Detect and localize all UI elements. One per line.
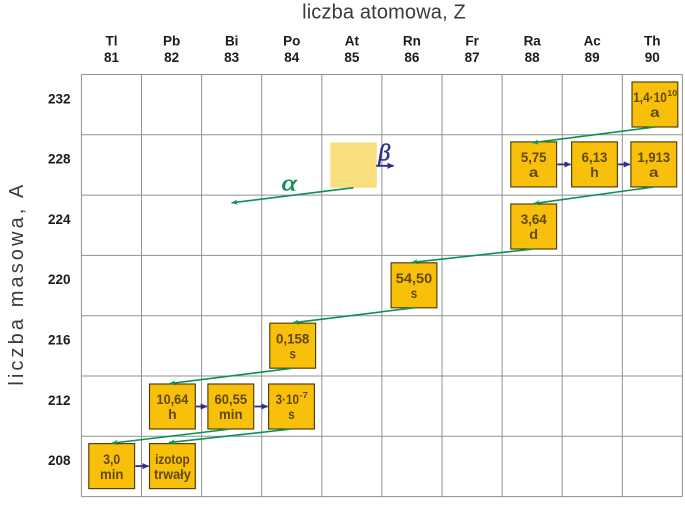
svg-text:89: 89 bbox=[585, 50, 600, 65]
svg-text:s: s bbox=[411, 285, 418, 301]
svg-text:3·10: 3·10 bbox=[276, 391, 300, 407]
svg-text:224: 224 bbox=[48, 212, 71, 227]
svg-text:min: min bbox=[219, 406, 243, 422]
svg-text:3,64: 3,64 bbox=[521, 211, 547, 227]
svg-text:Ra: Ra bbox=[524, 34, 542, 49]
svg-text:a: a bbox=[649, 164, 659, 180]
svg-text:d: d bbox=[529, 226, 538, 242]
svg-text:216: 216 bbox=[48, 333, 71, 348]
svg-text:h: h bbox=[168, 406, 177, 422]
svg-text:54,50: 54,50 bbox=[396, 270, 433, 286]
svg-text:86: 86 bbox=[404, 50, 420, 65]
svg-text:min: min bbox=[100, 466, 124, 482]
svg-text:88: 88 bbox=[525, 50, 541, 65]
svg-text:s: s bbox=[289, 345, 296, 361]
svg-text:s: s bbox=[288, 406, 295, 422]
svg-text:1,4·10: 1,4·10 bbox=[633, 89, 667, 105]
svg-text:3,0: 3,0 bbox=[103, 451, 120, 467]
svg-text:83: 83 bbox=[224, 50, 240, 65]
svg-text:liczba atomowa, Z: liczba atomowa, Z bbox=[302, 1, 466, 23]
svg-text:220: 220 bbox=[48, 272, 71, 287]
svg-text:90: 90 bbox=[645, 50, 660, 65]
svg-text:84: 84 bbox=[284, 50, 300, 65]
svg-text:izotop: izotop bbox=[155, 451, 190, 467]
svg-text:Pb: Pb bbox=[163, 34, 180, 49]
svg-text:10: 10 bbox=[667, 89, 677, 98]
svg-text:a: a bbox=[529, 164, 539, 180]
svg-text:a: a bbox=[650, 104, 660, 120]
svg-text:60,55: 60,55 bbox=[215, 391, 248, 407]
svg-text:1,913: 1,913 bbox=[638, 149, 671, 165]
svg-text:liczba masowa, A: liczba masowa, A bbox=[6, 182, 28, 386]
svg-text:At: At bbox=[345, 34, 360, 49]
svg-text:Th: Th bbox=[644, 34, 661, 49]
svg-text:5,75: 5,75 bbox=[521, 149, 547, 165]
svg-text:208: 208 bbox=[48, 453, 71, 468]
svg-text:Fr: Fr bbox=[465, 34, 479, 49]
svg-text:0,158: 0,158 bbox=[276, 330, 309, 346]
svg-text:10,64: 10,64 bbox=[157, 391, 189, 407]
svg-text:212: 212 bbox=[48, 393, 71, 408]
svg-text:232: 232 bbox=[48, 91, 71, 106]
svg-text:228: 228 bbox=[48, 152, 71, 167]
svg-text:Rn: Rn bbox=[403, 34, 421, 49]
svg-text:h: h bbox=[590, 164, 599, 180]
svg-text:81: 81 bbox=[104, 50, 120, 65]
svg-text:87: 87 bbox=[465, 50, 480, 65]
svg-text:Tl: Tl bbox=[106, 34, 118, 49]
svg-text:Bi: Bi bbox=[225, 34, 239, 49]
svg-text:Ac: Ac bbox=[584, 34, 602, 49]
svg-text:β: β bbox=[377, 141, 390, 167]
svg-text:trwały: trwały bbox=[154, 466, 191, 482]
svg-text:82: 82 bbox=[164, 50, 179, 65]
svg-text:Po: Po bbox=[283, 34, 300, 49]
svg-text:6,13: 6,13 bbox=[582, 149, 608, 165]
svg-text:α: α bbox=[281, 170, 298, 196]
svg-text:85: 85 bbox=[344, 50, 360, 65]
svg-text:-7: -7 bbox=[300, 391, 309, 400]
